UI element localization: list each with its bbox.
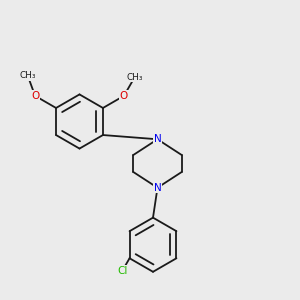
Text: CH₃: CH₃ (20, 71, 36, 80)
Text: Cl: Cl (117, 266, 128, 276)
Text: N: N (154, 134, 161, 144)
Text: O: O (120, 91, 128, 101)
Text: N: N (154, 183, 161, 193)
Text: O: O (31, 91, 39, 101)
Text: CH₃: CH₃ (126, 73, 143, 82)
